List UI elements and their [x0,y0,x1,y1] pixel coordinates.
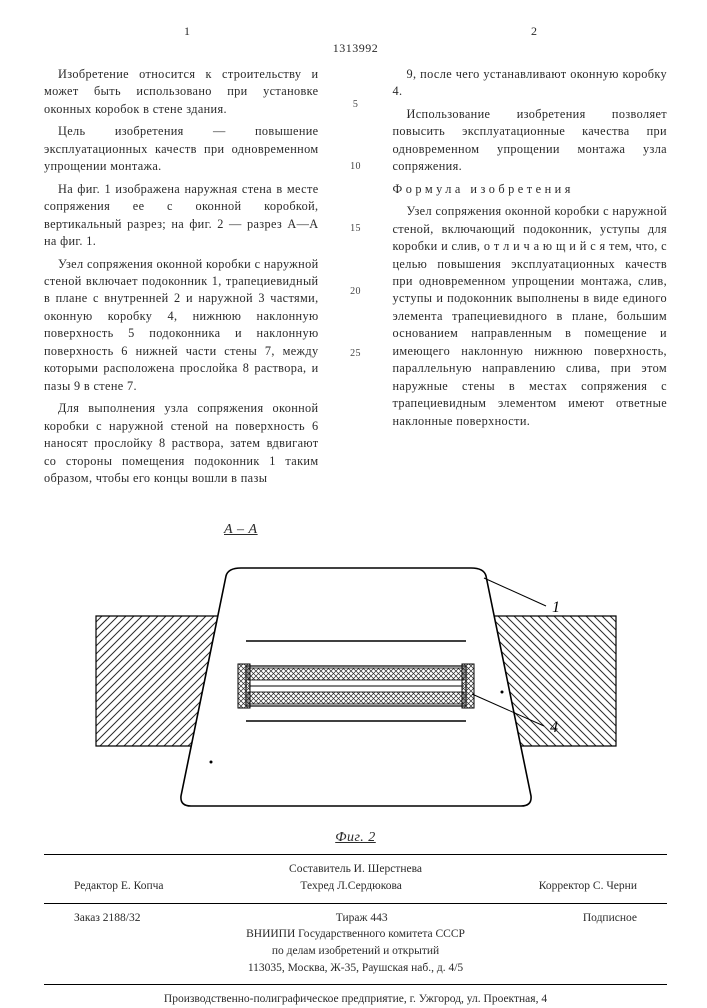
para: Использование изобретения позволяет повы… [393,106,668,176]
gutter-mark: 25 [350,347,361,361]
compiler: Составитель И. Шерстнева [289,861,422,878]
right-column: 9, после чего устанавливают оконную коро… [393,66,668,492]
editor: Редактор Е. Копча [74,878,164,895]
credits-block: Составитель И. Шерстнева Редактор Е. Коп… [44,861,667,894]
org-line-1: ВНИИПИ Государственного комитета СССР [44,926,667,943]
para: Узел сопряжения оконной коробки с наружн… [44,256,319,396]
left-column: Изобретение относится к строительству и … [44,66,319,492]
gutter-mark: 15 [350,222,361,236]
figure-drawing: 1 4 [76,546,636,826]
column-numbers: 1 2 [44,24,667,39]
fig-label-1: 1 [552,599,560,616]
col-num-right: 2 [531,24,537,39]
gutter-mark: 5 [353,98,358,112]
para: Для выполнения узла сопряжения оконной к… [44,400,319,487]
techred: Техред Л.Сердюкова [300,878,401,895]
subscription: Подписное [583,910,637,927]
para: Узел сопряжения оконной коробки с наружн… [393,203,668,430]
para: На фиг. 1 изображена наружная стена в ме… [44,181,319,251]
tirazh: Тираж 443 [336,910,388,927]
formula-heading: Формула изобретения [393,181,668,198]
figure-caption: Фиг. 2 [44,830,667,846]
document-number: 1313992 [44,41,667,56]
fig-label-4: 4 [550,719,558,736]
para: Изобретение относится к строительству и … [44,66,319,118]
divider [44,903,667,904]
page-root: 1 2 1313992 Изобретение относится к стро… [0,0,707,1000]
figure-block: А – А [44,522,667,846]
para: 9, после чего устанавливают оконную коро… [393,66,668,101]
org-line-2: по делам изобретений и открытий [44,943,667,960]
para: Цель изобретения — повышение эксплуатаци… [44,123,319,175]
org-address: 113035, Москва, Ж-35, Раушская наб., д. … [44,960,667,977]
order-no: Заказ 2188/32 [74,910,141,927]
divider [44,854,667,855]
footer-block: Заказ 2188/32 Тираж 443 Подписное ВНИИПИ… [44,910,667,1008]
gutter-mark: 10 [350,160,361,174]
gutter-mark: 20 [350,285,361,299]
body-columns: Изобретение относится к строительству и … [44,66,667,492]
gutter-line-marks: 5 10 15 20 25 [347,66,365,492]
corrector: Корректор С. Черни [539,878,637,895]
section-label: А – А [224,522,667,538]
col-num-left: 1 [184,24,190,39]
divider [44,984,667,985]
